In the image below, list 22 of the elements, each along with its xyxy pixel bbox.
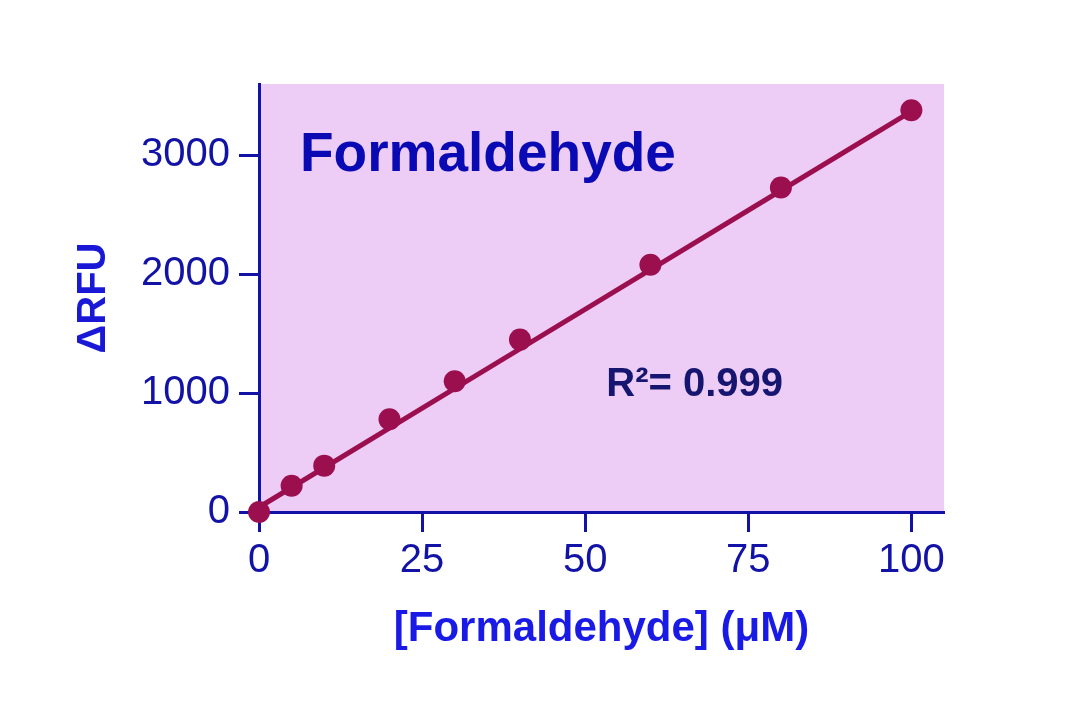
point: [769, 176, 792, 199]
text: Formaldehyde: [300, 121, 676, 183]
x-tick-label: 50: [562, 536, 608, 581]
x-tick-label: 0: [247, 536, 271, 581]
x-axis-title: [Formaldehyde] (μM): [393, 603, 810, 651]
point: [508, 328, 531, 351]
y-tick-label: 1000: [141, 368, 230, 413]
y-axis-title: ΔRFU: [69, 242, 114, 354]
point: [900, 99, 923, 122]
y-tick-label: 0: [207, 487, 230, 532]
point: [313, 454, 336, 477]
point: [248, 501, 270, 523]
y-tick-label: 3000: [141, 130, 230, 175]
annotation: R²= 0.999: [606, 360, 784, 405]
x-tick-label: 75: [726, 536, 771, 581]
point: [639, 253, 662, 276]
x-tick-label: 100: [878, 536, 945, 581]
point: [443, 370, 466, 393]
y-tick-label: 2000: [141, 249, 230, 294]
x-tick-label: 25: [399, 536, 445, 581]
point: [378, 408, 401, 431]
point: [280, 474, 303, 497]
